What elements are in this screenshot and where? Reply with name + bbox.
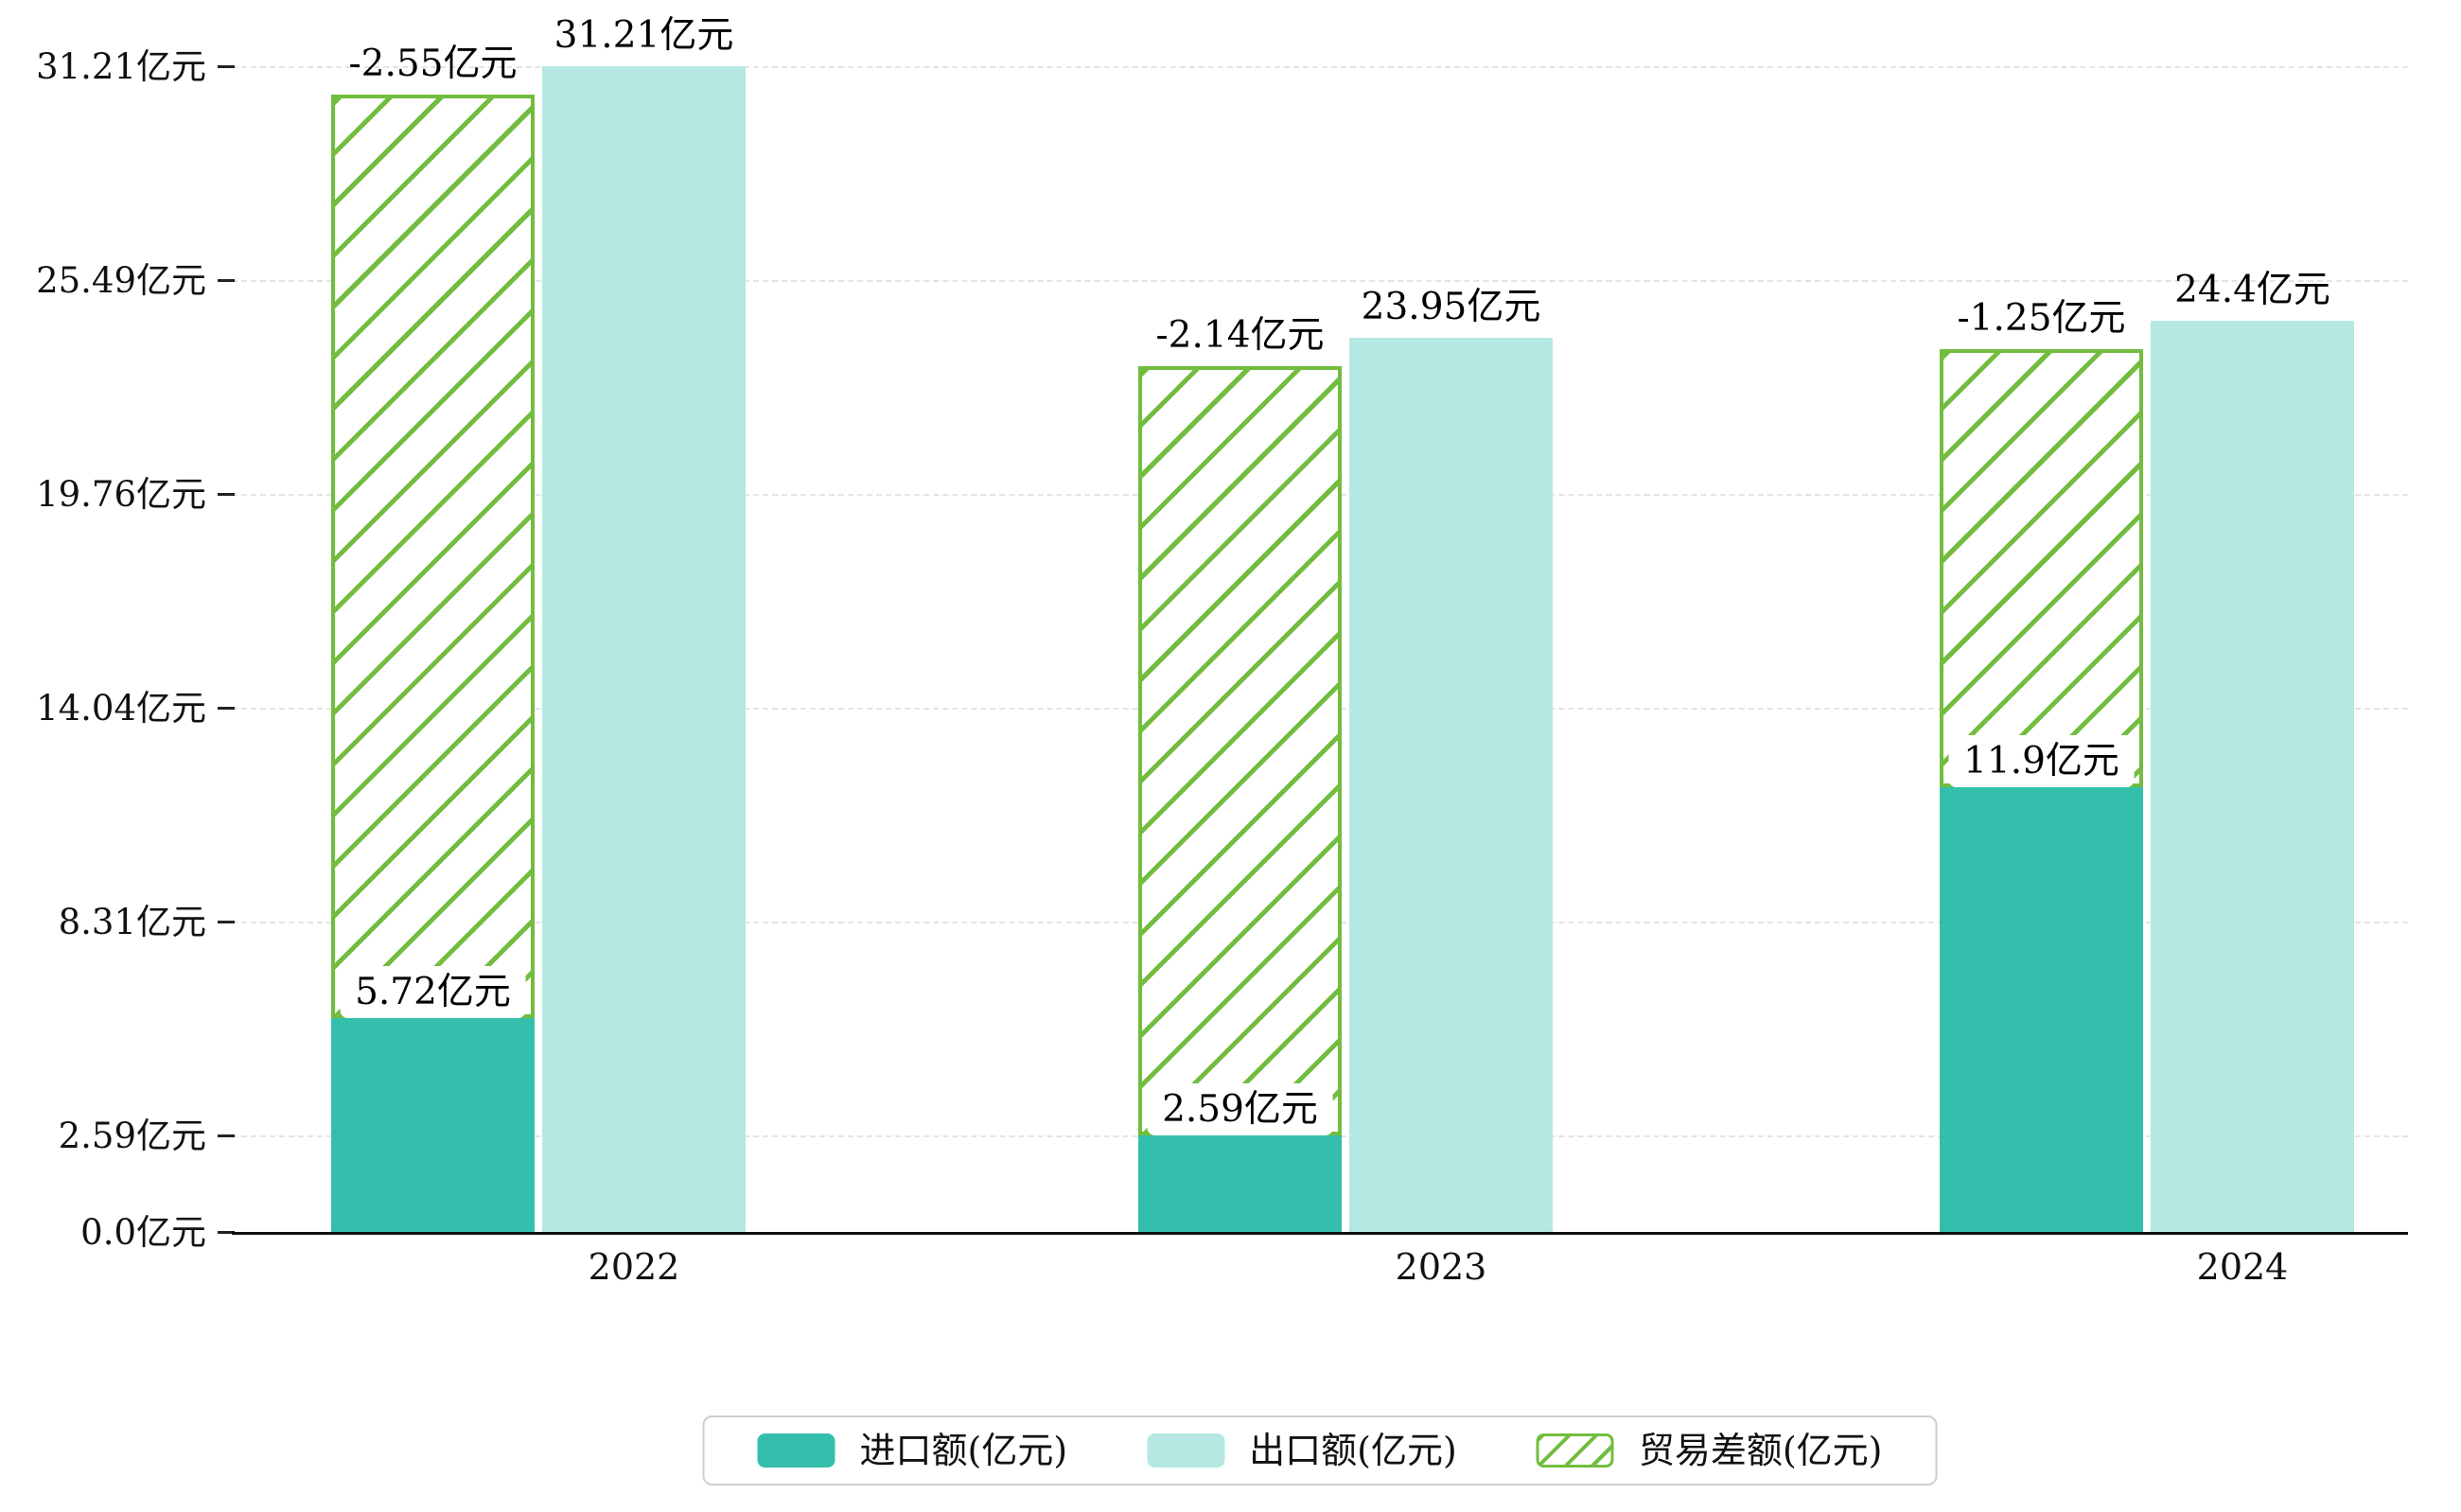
legend-label: 贸易差额(亿元) bbox=[1638, 1430, 1883, 1471]
y-axis-tick-mark bbox=[218, 1231, 235, 1234]
import-bar bbox=[331, 1018, 535, 1232]
import-value-label: 11.9亿元 bbox=[1948, 735, 2135, 788]
legend-item-3: 贸易差额(亿元) bbox=[1536, 1430, 1883, 1471]
y-axis-tick-mark bbox=[218, 921, 235, 923]
legend: 进口额(亿元) 出口额(亿元) 贸易差额(亿元) bbox=[702, 1415, 1938, 1486]
trade-balance-value-label: -2.14亿元 bbox=[1155, 313, 1325, 357]
legend-item-2: 出口额(亿元) bbox=[1147, 1433, 1457, 1468]
x-axis-line bbox=[232, 1232, 2408, 1235]
y-axis-tick-label: 2.59亿元 bbox=[58, 1115, 206, 1156]
import-value-label: 2.59亿元 bbox=[1147, 1082, 1333, 1135]
trade-balance-value-label: -1.25亿元 bbox=[1957, 296, 2126, 340]
export-value-label: 23.95亿元 bbox=[1361, 285, 1541, 328]
y-axis-tick-mark bbox=[218, 65, 235, 69]
hatched-swatch-icon bbox=[1536, 1433, 1614, 1468]
y-axis-tick-label: 25.49亿元 bbox=[36, 259, 206, 301]
color-swatch-icon bbox=[1147, 1433, 1225, 1468]
export-bar bbox=[2151, 320, 2354, 1232]
legend-item-1: 进口额(亿元) bbox=[757, 1430, 1068, 1471]
legend-label: 进口额(亿元) bbox=[859, 1430, 1068, 1471]
gridline bbox=[232, 66, 2408, 69]
y-axis-tick-mark bbox=[218, 1134, 235, 1137]
trade-balance-bar bbox=[1138, 365, 1342, 1135]
export-bar bbox=[1349, 337, 1553, 1232]
x-axis-tick-label: 2022 bbox=[588, 1246, 680, 1288]
y-axis-tick-label: 31.21亿元 bbox=[36, 46, 206, 88]
y-axis-tick-mark bbox=[218, 493, 235, 497]
x-axis-tick-label: 2024 bbox=[2196, 1246, 2289, 1288]
export-bar bbox=[542, 66, 746, 1232]
trade-balance-value-label: -2.55亿元 bbox=[348, 43, 518, 86]
y-axis-tick-label: 0.0亿元 bbox=[80, 1212, 206, 1253]
color-swatch-icon bbox=[757, 1433, 835, 1468]
y-axis-tick-mark bbox=[218, 278, 235, 282]
trade-balance-bar bbox=[1940, 348, 2143, 788]
y-axis-tick-mark bbox=[218, 706, 235, 710]
export-value-label: 24.4亿元 bbox=[2174, 268, 2330, 311]
import-bar bbox=[1940, 787, 2143, 1232]
import-value-label: 5.72亿元 bbox=[340, 966, 526, 1019]
y-axis-tick-label: 14.04亿元 bbox=[36, 687, 206, 729]
x-axis-tick-label: 2023 bbox=[1395, 1246, 1487, 1288]
gridline bbox=[232, 279, 2408, 282]
y-axis-tick-label: 19.76亿元 bbox=[36, 474, 206, 516]
legend-label: 出口额(亿元) bbox=[1249, 1430, 1457, 1471]
trade-balance-bar bbox=[331, 95, 535, 1019]
import-bar bbox=[1138, 1134, 1342, 1232]
export-value-label: 31.21亿元 bbox=[554, 14, 734, 58]
y-axis-tick-label: 8.31亿元 bbox=[58, 902, 206, 942]
